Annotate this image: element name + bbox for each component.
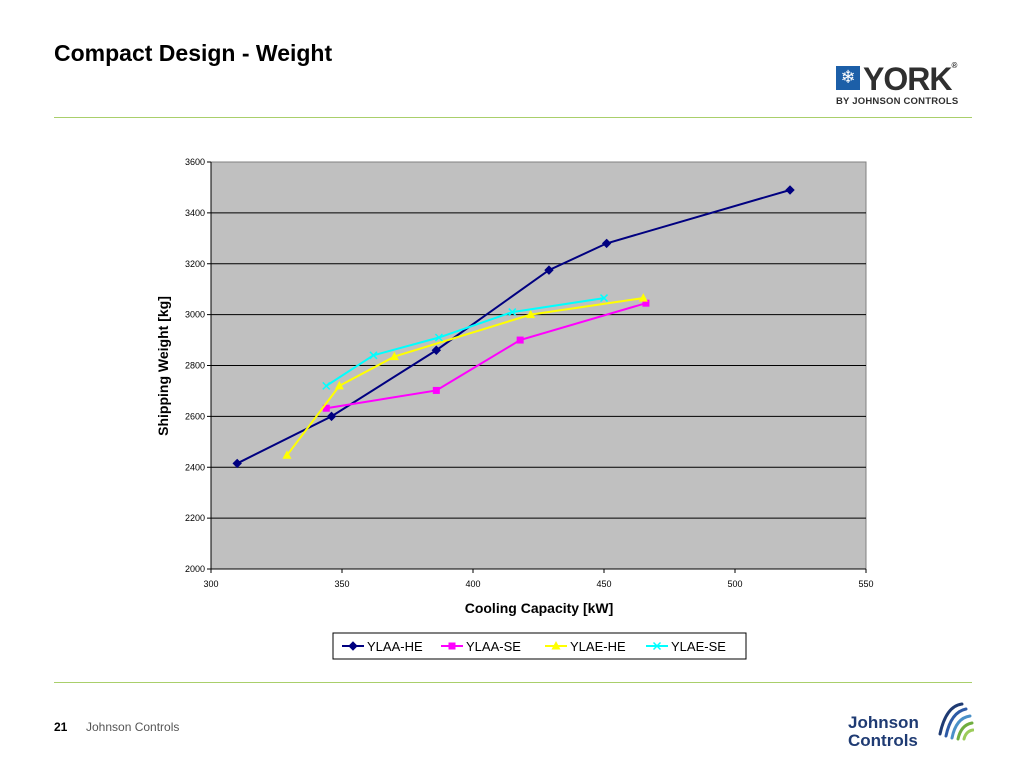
legend-marker-ylaa-he [348, 641, 358, 651]
data-point-ylaa-he [232, 458, 242, 469]
data-point-ylaa-he [785, 185, 795, 195]
y-axis-title: Shipping Weight [kg] [155, 296, 171, 436]
data-point-ylaa-se [642, 299, 650, 307]
data-point-ylae-se [508, 308, 517, 317]
page-number: 21 [54, 720, 68, 734]
x-tick-label: 400 [465, 579, 480, 589]
data-point-ylae-he [526, 309, 536, 319]
johnson-controls-logo: Johnson Controls [848, 700, 974, 756]
header-divider [54, 117, 972, 118]
y-tick-label: 3000 [185, 310, 205, 320]
data-point-ylae-he [638, 293, 648, 302]
footer-company: Johnson Controls [86, 720, 180, 734]
data-point-ylaa-he [601, 238, 612, 249]
y-tick-label: 3600 [185, 157, 205, 167]
y-tick-label: 2000 [185, 564, 205, 574]
data-point-ylaa-he [326, 411, 337, 422]
legend-marker-ylae-se [652, 641, 662, 651]
york-tagline: BY JOHNSON CONTROLS [836, 96, 959, 107]
johnson-controls-wordmark: Johnson Controls [848, 713, 919, 750]
y-tick-label: 2800 [185, 361, 205, 371]
data-point-ylaa-he [544, 265, 554, 275]
data-point-ylaa-se [516, 336, 524, 344]
footer-divider [54, 682, 972, 683]
x-tick-label: 500 [727, 579, 742, 589]
legend-marker-ylae-he [551, 641, 561, 650]
jc-swirl-icon [938, 702, 974, 741]
y-tick-label: 2200 [185, 513, 205, 523]
line-chart: 2000 2200 2400 2600 2800 3000 3200 3400 3600 300 3… [155, 157, 874, 660]
legend-label-ylae-se: YLAE-SE [671, 639, 726, 654]
legend: YLAA-HE YLAA-SE YLAE-HE YLAE-SE [332, 632, 747, 660]
data-point-ylaa-se [432, 386, 440, 394]
data-point-ylae-he [389, 351, 399, 361]
data-point-ylaa-se [322, 404, 330, 412]
x-tick-label: 350 [334, 579, 349, 589]
snowflake-icon: ❄ [836, 66, 860, 90]
data-point-ylae-se [322, 381, 331, 390]
data-point-ylae-se [599, 294, 609, 303]
y-tick-label: 2400 [185, 462, 205, 472]
y-tick-label: 3400 [185, 208, 205, 218]
series-line-ylaa-he [236, 189, 791, 465]
x-tick-label: 550 [858, 579, 873, 589]
y-tick-label: 2600 [185, 411, 205, 421]
x-tick-label: 300 [203, 579, 218, 589]
x-axis-title: Cooling Capacity [kW] [465, 600, 614, 616]
legend-marker-ylaa-se [448, 642, 456, 650]
series-line-ylaa-se [326, 302, 647, 410]
data-point-ylae-he [282, 450, 292, 459]
x-tick-label: 450 [596, 579, 611, 589]
york-logo: ❄ YORK® BY JOHNSON CONTROLS [836, 61, 972, 110]
legend-label-ylae-he: YLAE-HE [570, 639, 626, 654]
data-point-ylaa-he [431, 345, 442, 355]
data-point-ylae-se [369, 351, 378, 360]
legend-label-ylaa-he: YLAA-HE [367, 639, 423, 654]
slide-title: Compact Design - Weight [54, 40, 333, 66]
data-point-ylae-se [434, 333, 443, 342]
y-tick-label: 3200 [185, 259, 205, 269]
data-point-ylae-he [334, 380, 344, 390]
legend-label-ylaa-se: YLAA-SE [466, 639, 521, 654]
legend-box [332, 632, 747, 660]
york-wordmark: YORK® [863, 61, 957, 97]
